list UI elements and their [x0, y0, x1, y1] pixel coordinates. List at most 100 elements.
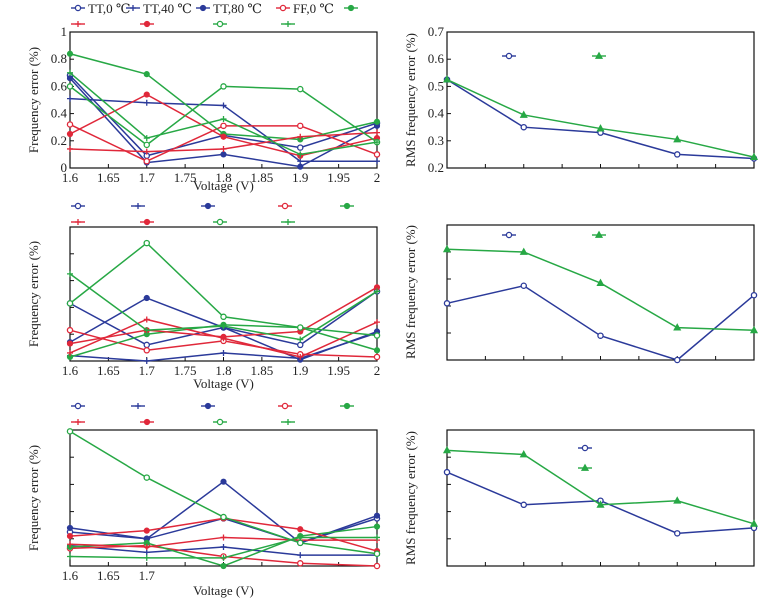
data-point: [143, 527, 150, 534]
data-point: [442, 445, 452, 454]
data-point: [297, 534, 304, 541]
data-point: [220, 102, 227, 109]
series-7: [66, 428, 381, 558]
data-point: [297, 163, 304, 170]
data-point: [220, 333, 227, 340]
y-tick-label: 0.6: [51, 78, 68, 93]
data-point: [67, 145, 73, 152]
data-point: [443, 300, 451, 307]
data-point: [143, 71, 150, 78]
data-point: [596, 124, 605, 132]
y-axis-label: Frequency error (%): [26, 47, 41, 153]
y-tick-label: 0.7: [428, 24, 445, 39]
series-7: [66, 239, 381, 339]
data-point: [220, 116, 227, 123]
data-point: [373, 353, 381, 361]
data-point: [373, 347, 381, 354]
data-point: [297, 158, 304, 165]
x-tick-label: 1.85: [251, 363, 274, 378]
series-line: [69, 242, 378, 337]
data-point: [297, 151, 304, 158]
y-tick-label: 1: [61, 24, 68, 39]
y-axis-label: RMS frequency error (%): [403, 225, 418, 359]
data-point: [520, 501, 528, 509]
y-tick-label: 0.4: [428, 106, 445, 121]
data-point: [374, 288, 380, 295]
data-point: [749, 152, 759, 161]
data-point: [674, 530, 681, 537]
x-tick-label: 1.7: [139, 568, 156, 583]
chart-top-left: 0 0.2 0.4 0.6 0.8 1 1.6 1.65 1.7 1.75 1.8 1.85 1.9 1.…: [26, 24, 380, 193]
data-point: [66, 121, 74, 128]
series-3: [66, 121, 381, 165]
data-point: [66, 428, 74, 435]
data-point: [66, 83, 74, 90]
data-point: [220, 313, 227, 321]
x-tick-label: 1.8: [215, 363, 231, 378]
data-point: [296, 122, 304, 130]
data-point: [66, 532, 74, 540]
series-line: [446, 78, 755, 158]
data-point: [297, 133, 304, 140]
legend-sample-marker: [135, 403, 141, 409]
series-1: [67, 95, 380, 165]
rms-legend-sample-marker: [581, 444, 589, 452]
legend-sample-marker: [347, 4, 355, 12]
legend-sample-marker: [143, 20, 151, 28]
y-axis-label: RMS frequency error (%): [403, 33, 418, 167]
legend-sample-marker: [75, 419, 81, 425]
rms-legend-sample-marker: [505, 52, 513, 60]
data-point: [673, 135, 682, 143]
data-point: [143, 148, 150, 155]
rms-legend-2: [578, 444, 592, 471]
legend-sample-marker: [216, 20, 224, 28]
x-tick-label: 1.7: [139, 363, 156, 378]
data-point: [220, 513, 227, 521]
data-point: [220, 543, 227, 550]
series-8: [67, 270, 380, 343]
y-axis-label: Frequency error (%): [26, 241, 41, 347]
data-point: [750, 291, 758, 299]
data-point: [373, 332, 381, 339]
data-point: [297, 353, 304, 360]
series-line: [446, 284, 755, 361]
legend-sample-marker: [74, 202, 82, 210]
legend-label: TT,80 ℃: [213, 1, 262, 16]
legend-sample-marker: [281, 402, 289, 410]
chart-bottom-left: 1.6 1.65 1.7 Frequency error (%) Voltage (V): [26, 428, 381, 598]
data-point: [296, 85, 304, 93]
data-point: [67, 69, 73, 76]
legend-sample-marker: [279, 4, 287, 12]
x-tick-label: 1.9: [292, 170, 308, 185]
data-point: [143, 135, 150, 142]
data-point: [220, 145, 227, 152]
data-point: [220, 554, 227, 561]
data-point: [220, 323, 227, 330]
series-line: [446, 248, 755, 332]
data-point: [373, 118, 381, 125]
data-point: [749, 325, 759, 334]
data-point: [143, 99, 150, 106]
data-point: [519, 110, 528, 118]
data-point: [520, 282, 528, 289]
legend-sample-marker: [285, 21, 291, 27]
data-point: [297, 526, 304, 533]
y-tick-label: 0.5: [428, 78, 444, 93]
data-point: [596, 500, 605, 508]
legend-sample-marker: [204, 202, 212, 210]
legend-sample-marker: [281, 202, 289, 210]
x-tick-label: 1.6: [62, 363, 79, 378]
data-point: [143, 474, 150, 481]
data-point: [374, 319, 380, 326]
data-point: [67, 541, 73, 548]
data-point: [296, 341, 304, 349]
series-line: [446, 449, 755, 525]
legend-sample-marker: [343, 402, 351, 410]
legend-sample-marker: [75, 21, 81, 27]
data-point: [374, 158, 380, 165]
data-point: [143, 157, 150, 165]
x-tick-label: 1.65: [97, 363, 120, 378]
data-point: [673, 323, 682, 331]
legend-0: TT,0 ℃ TT,40 ℃ TT,80 ℃ FF,0 ℃: [71, 1, 358, 28]
x-tick-label: 1.9: [292, 363, 308, 378]
